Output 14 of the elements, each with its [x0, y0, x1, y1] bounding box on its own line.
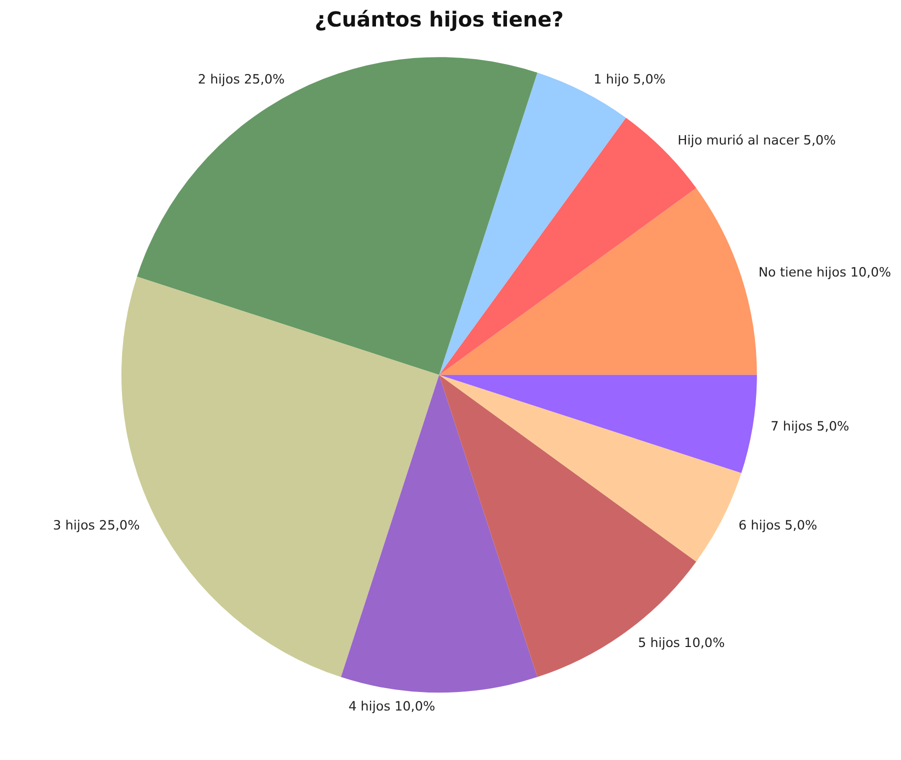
slice-label: 5 hijos 10,0%: [638, 636, 725, 652]
slice-label: Hijo murió al nacer 5,0%: [678, 133, 836, 148]
pie-slice: [340, 374, 538, 692]
slice-label: 4 hijos 10,0%: [348, 699, 436, 714]
chart-title: ¿Cuántos hijos tiene?: [314, 7, 564, 32]
slice-label: 2 hijos 25,0%: [198, 72, 285, 88]
slice-label: No tiene hijos 10,0%: [758, 265, 892, 280]
slice-label: 7 hijos 5,0%: [770, 420, 850, 435]
slice-label: 1 hijo 5,0%: [594, 72, 666, 88]
slice-label: 3 hijos 25,0%: [52, 518, 140, 534]
pie-slice: [136, 57, 538, 375]
pie-slice: [439, 188, 757, 375]
pie-slice: [439, 374, 757, 474]
slice-label: 6 hijos 5,0%: [738, 518, 818, 534]
